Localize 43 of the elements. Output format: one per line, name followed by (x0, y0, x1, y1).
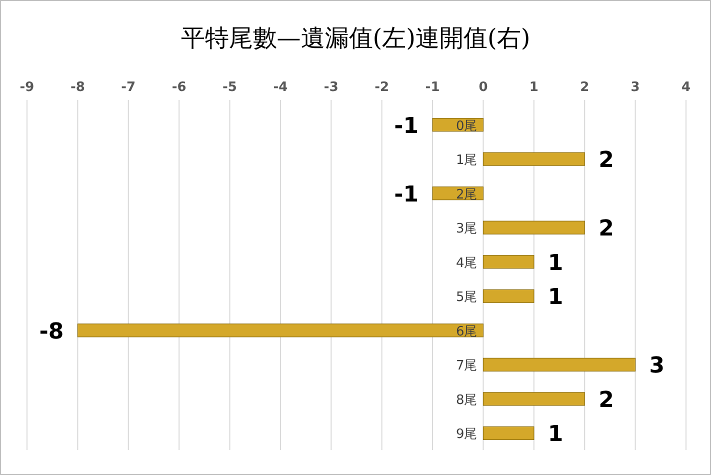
x-tick-label: 1 (529, 80, 538, 95)
x-tick-label: -7 (121, 80, 136, 95)
data-label: 2 (598, 148, 614, 174)
x-tick-label: -4 (273, 80, 288, 95)
y-tick-label: 8尾 (456, 392, 478, 408)
y-tick-label: 1尾 (456, 153, 478, 168)
bar (482, 392, 585, 406)
bar (482, 152, 585, 166)
y-tick-label: 9尾 (456, 427, 478, 442)
data-label: 1 (548, 422, 564, 448)
x-tick-label: 4 (681, 80, 691, 95)
x-tick-label: 0 (478, 80, 488, 95)
bar (482, 255, 534, 269)
bar (482, 358, 636, 372)
x-tick-label: -5 (222, 80, 237, 95)
x-tick-label: 3 (630, 80, 640, 95)
data-label: 2 (598, 388, 614, 413)
y-tick-label: 4尾 (456, 256, 478, 271)
y-tick-label: 7尾 (456, 358, 478, 374)
bar (482, 426, 534, 440)
data-label: -1 (394, 114, 419, 139)
x-tick-label: -2 (374, 80, 390, 95)
data-label: -1 (394, 182, 419, 208)
chart-title: 平特尾數—遺漏值(左)連開值(右) (180, 24, 530, 52)
bar (77, 324, 484, 338)
y-tick-label: 0尾 (456, 118, 478, 134)
y-tick-label: 5尾 (456, 290, 478, 306)
data-label: -8 (39, 319, 64, 344)
x-tick-label: -6 (172, 80, 186, 95)
y-tick-label: 3尾 (456, 222, 478, 237)
y-tick-label: 6尾 (456, 324, 478, 340)
data-label: 1 (548, 250, 564, 276)
x-tick-label: -3 (324, 80, 338, 95)
x-tick-label: -8 (70, 80, 85, 95)
x-tick-label: 2 (580, 80, 590, 95)
data-label: 1 (548, 285, 564, 310)
y-tick-label: 2尾 (456, 187, 478, 202)
x-tick-label: -1 (425, 80, 440, 95)
bar (482, 289, 534, 303)
x-tick-label: -9 (20, 80, 34, 95)
data-label: 3 (649, 354, 665, 379)
bar (482, 220, 585, 234)
data-label: 2 (598, 216, 614, 242)
